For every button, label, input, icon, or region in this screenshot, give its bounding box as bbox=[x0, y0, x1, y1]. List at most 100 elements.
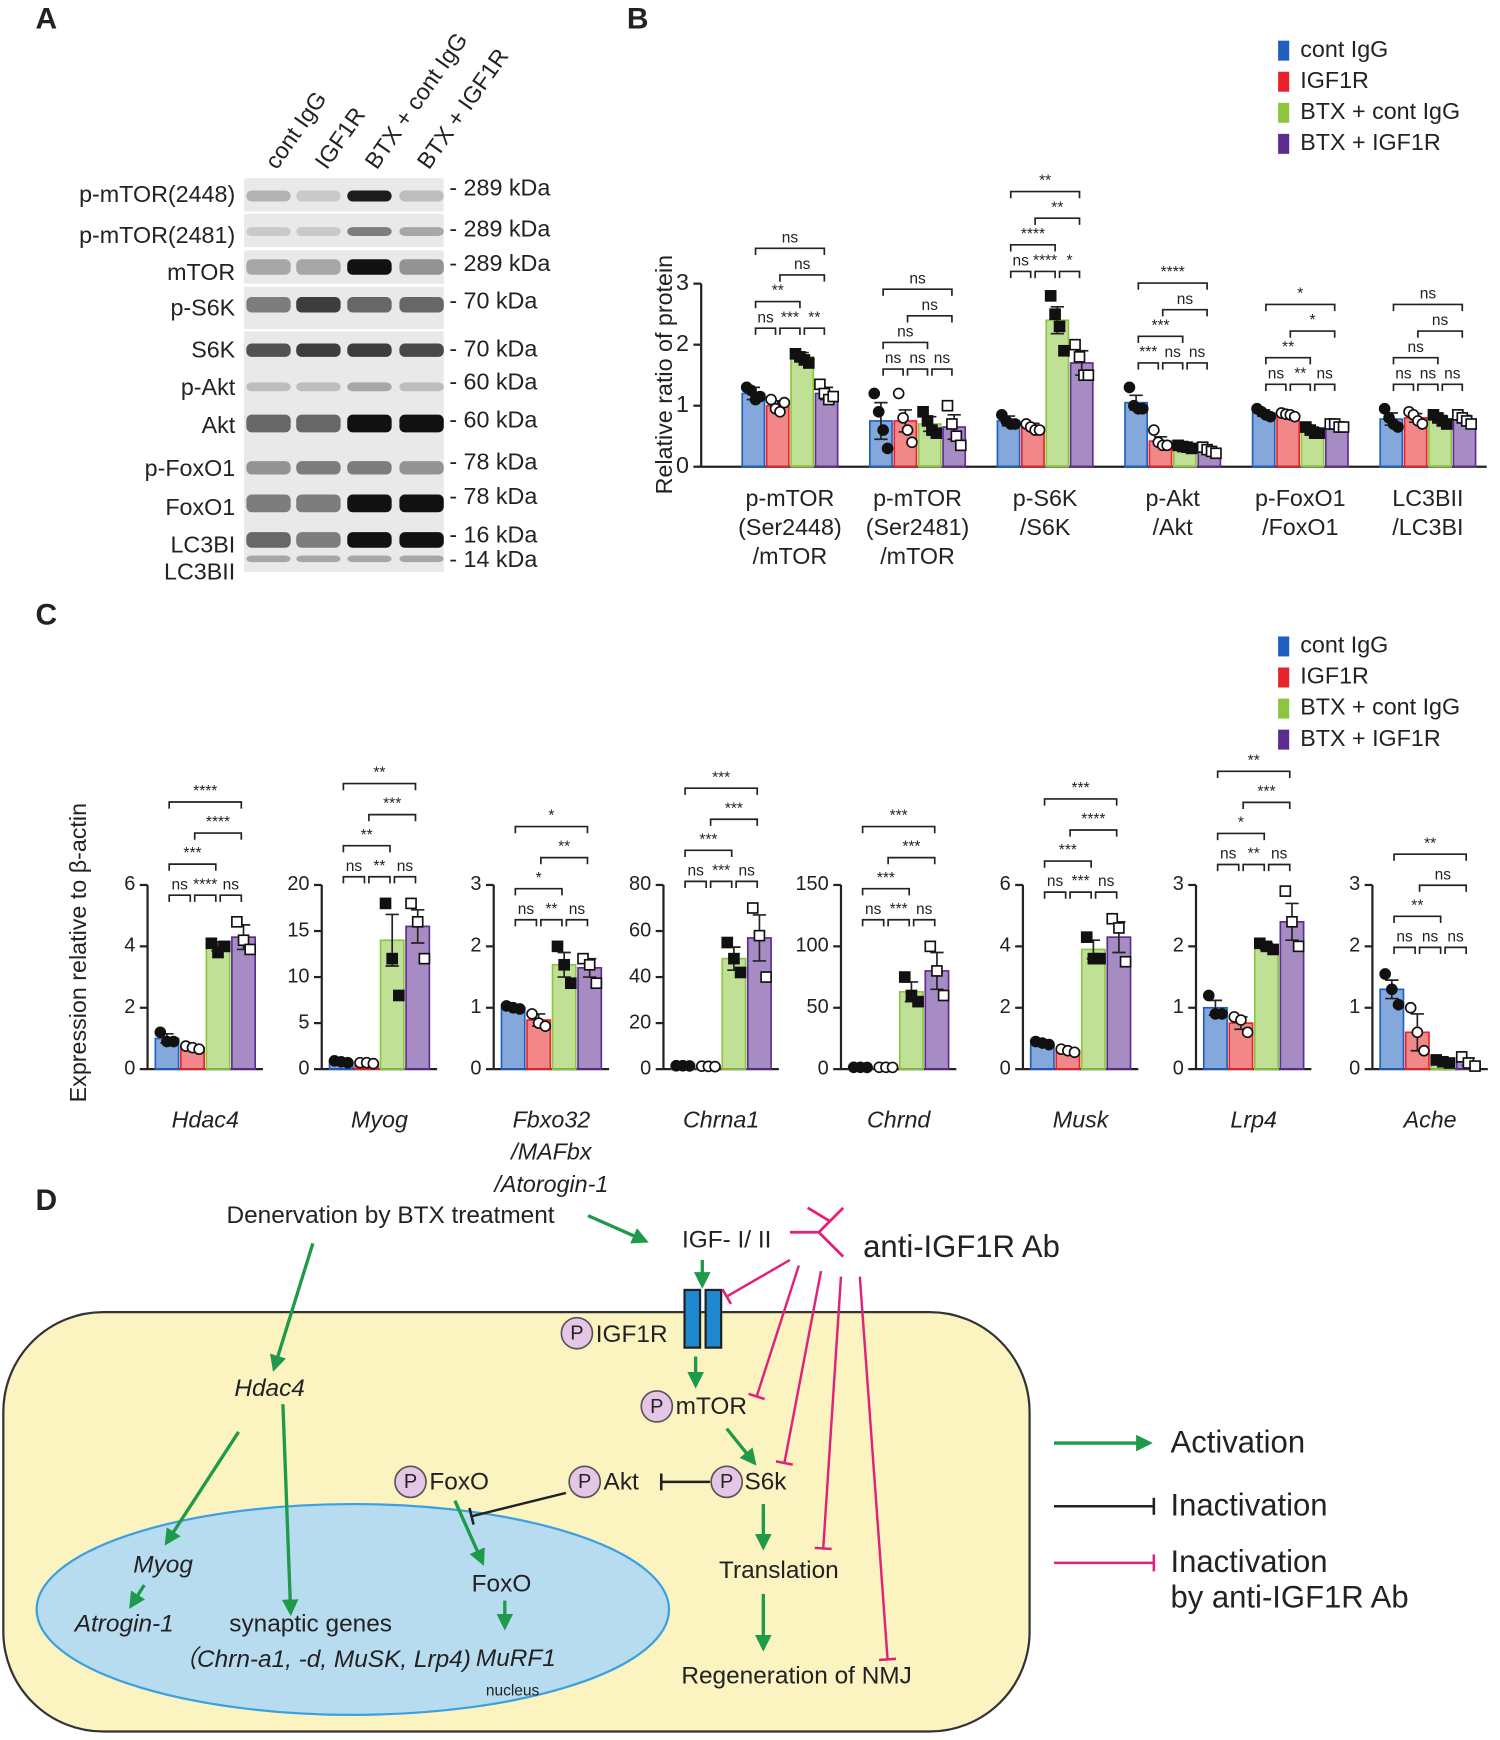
category-label: Hdac4 bbox=[172, 1106, 239, 1132]
significance-label: *** bbox=[890, 901, 908, 918]
data-point bbox=[558, 958, 570, 971]
significance-bracket bbox=[1069, 829, 1118, 837]
data-point bbox=[892, 387, 905, 400]
significance-bracket bbox=[1265, 356, 1312, 365]
legend-label: cont IgG bbox=[1300, 36, 1388, 62]
data-point bbox=[1033, 424, 1046, 436]
significance-bracket bbox=[906, 368, 929, 376]
data-point bbox=[906, 436, 918, 449]
significance-label: ns bbox=[687, 862, 704, 879]
phospho-label: P bbox=[570, 1323, 583, 1345]
data-point bbox=[886, 1061, 899, 1074]
category-label: p-FoxO1 bbox=[1255, 485, 1346, 511]
y-tick-label: 20 bbox=[629, 1011, 651, 1033]
legend-label: Activation bbox=[1170, 1424, 1305, 1459]
legend-label: Inactivation bbox=[1170, 1544, 1327, 1579]
category-label: Lrp4 bbox=[1230, 1106, 1277, 1132]
significance-bracket bbox=[193, 894, 217, 902]
category-label: /FoxO1 bbox=[1262, 514, 1338, 540]
band bbox=[296, 227, 341, 236]
significance-bracket bbox=[1265, 303, 1336, 312]
band bbox=[296, 461, 341, 475]
data-point bbox=[539, 1020, 552, 1033]
y-tick-label: 3 bbox=[676, 269, 689, 295]
y-tick-label: 50 bbox=[807, 996, 829, 1018]
significance-bracket bbox=[168, 894, 192, 902]
data-point bbox=[1106, 912, 1119, 925]
significance-bracket bbox=[931, 368, 953, 376]
receptor bbox=[683, 1288, 702, 1349]
data-point bbox=[577, 952, 589, 965]
significance-bracket bbox=[368, 875, 391, 884]
data-point bbox=[734, 966, 747, 979]
significance-label: ns bbox=[346, 858, 363, 875]
significance-bracket bbox=[1009, 190, 1081, 199]
y-tick-label: 100 bbox=[795, 935, 828, 957]
data-point bbox=[721, 936, 734, 949]
band bbox=[296, 555, 341, 563]
band bbox=[399, 555, 444, 563]
data-point bbox=[367, 1057, 380, 1070]
arrow bbox=[587, 1214, 649, 1244]
data-point bbox=[418, 952, 431, 965]
significance-bracket bbox=[1417, 383, 1439, 391]
node-label: mTOR bbox=[676, 1393, 747, 1420]
panel-label: B bbox=[627, 3, 649, 36]
significance-label: ns bbox=[172, 876, 189, 893]
significance-label: ns bbox=[1317, 365, 1334, 382]
data-point bbox=[745, 384, 757, 397]
significance-bracket bbox=[1265, 383, 1287, 391]
band bbox=[246, 227, 291, 236]
size-label: - 70 kDa bbox=[449, 288, 537, 314]
data-point bbox=[1058, 344, 1070, 357]
data-point bbox=[193, 1043, 205, 1056]
y-axis-label: Expression relative to β-actin bbox=[65, 803, 91, 1102]
y-tick-label: 1 bbox=[1173, 996, 1184, 1018]
phospho-label: P bbox=[650, 1396, 663, 1418]
significance-bracket bbox=[1392, 356, 1439, 365]
band bbox=[246, 259, 291, 275]
legend-label: BTX + cont IgG bbox=[1300, 694, 1460, 720]
data-point bbox=[1264, 410, 1277, 423]
data-point bbox=[1009, 418, 1021, 430]
band bbox=[347, 190, 392, 202]
y-tick-label: 10 bbox=[287, 965, 309, 987]
data-point bbox=[1068, 1046, 1081, 1059]
significance-bracket bbox=[735, 880, 759, 889]
significance-label: *** bbox=[1072, 873, 1090, 890]
data-point bbox=[167, 1035, 180, 1048]
band bbox=[399, 343, 444, 357]
data-point bbox=[1210, 447, 1222, 460]
data-point bbox=[877, 424, 889, 436]
arrow bbox=[270, 1242, 315, 1372]
band bbox=[246, 494, 291, 513]
significance-bracket bbox=[1161, 308, 1208, 317]
node-label: Regeneration of NMJ bbox=[681, 1663, 911, 1690]
significance-bracket bbox=[709, 818, 759, 826]
significance-label: *** bbox=[725, 800, 743, 817]
significance-label: *** bbox=[1257, 783, 1275, 800]
significance-bracket bbox=[1058, 270, 1081, 279]
significance-label: ** bbox=[558, 839, 570, 856]
significance-label: ns bbox=[1220, 846, 1237, 863]
band bbox=[246, 532, 291, 548]
legend-swatch bbox=[1278, 667, 1290, 688]
significance-label: ** bbox=[1411, 897, 1423, 914]
data-point bbox=[1069, 338, 1081, 351]
significance-bracket bbox=[514, 887, 563, 896]
band bbox=[296, 190, 341, 202]
category-label: p-Akt bbox=[1146, 485, 1201, 511]
y-tick-label: 0 bbox=[1000, 1057, 1011, 1079]
significance-label: ns bbox=[1271, 846, 1288, 863]
data-point bbox=[513, 1003, 526, 1015]
data-point bbox=[941, 399, 954, 412]
bar bbox=[231, 936, 257, 1070]
legend-label: cont IgG bbox=[1300, 632, 1388, 658]
bar bbox=[790, 356, 815, 468]
western-blot: cont IgG IGF1R BTX + cont IgG BTX + IGF1… bbox=[79, 28, 550, 585]
node-label: S6k bbox=[744, 1468, 787, 1495]
significance-bracket bbox=[1242, 863, 1266, 872]
y-tick-label: 3 bbox=[1349, 873, 1360, 895]
category-label: Chrnd bbox=[867, 1106, 931, 1132]
